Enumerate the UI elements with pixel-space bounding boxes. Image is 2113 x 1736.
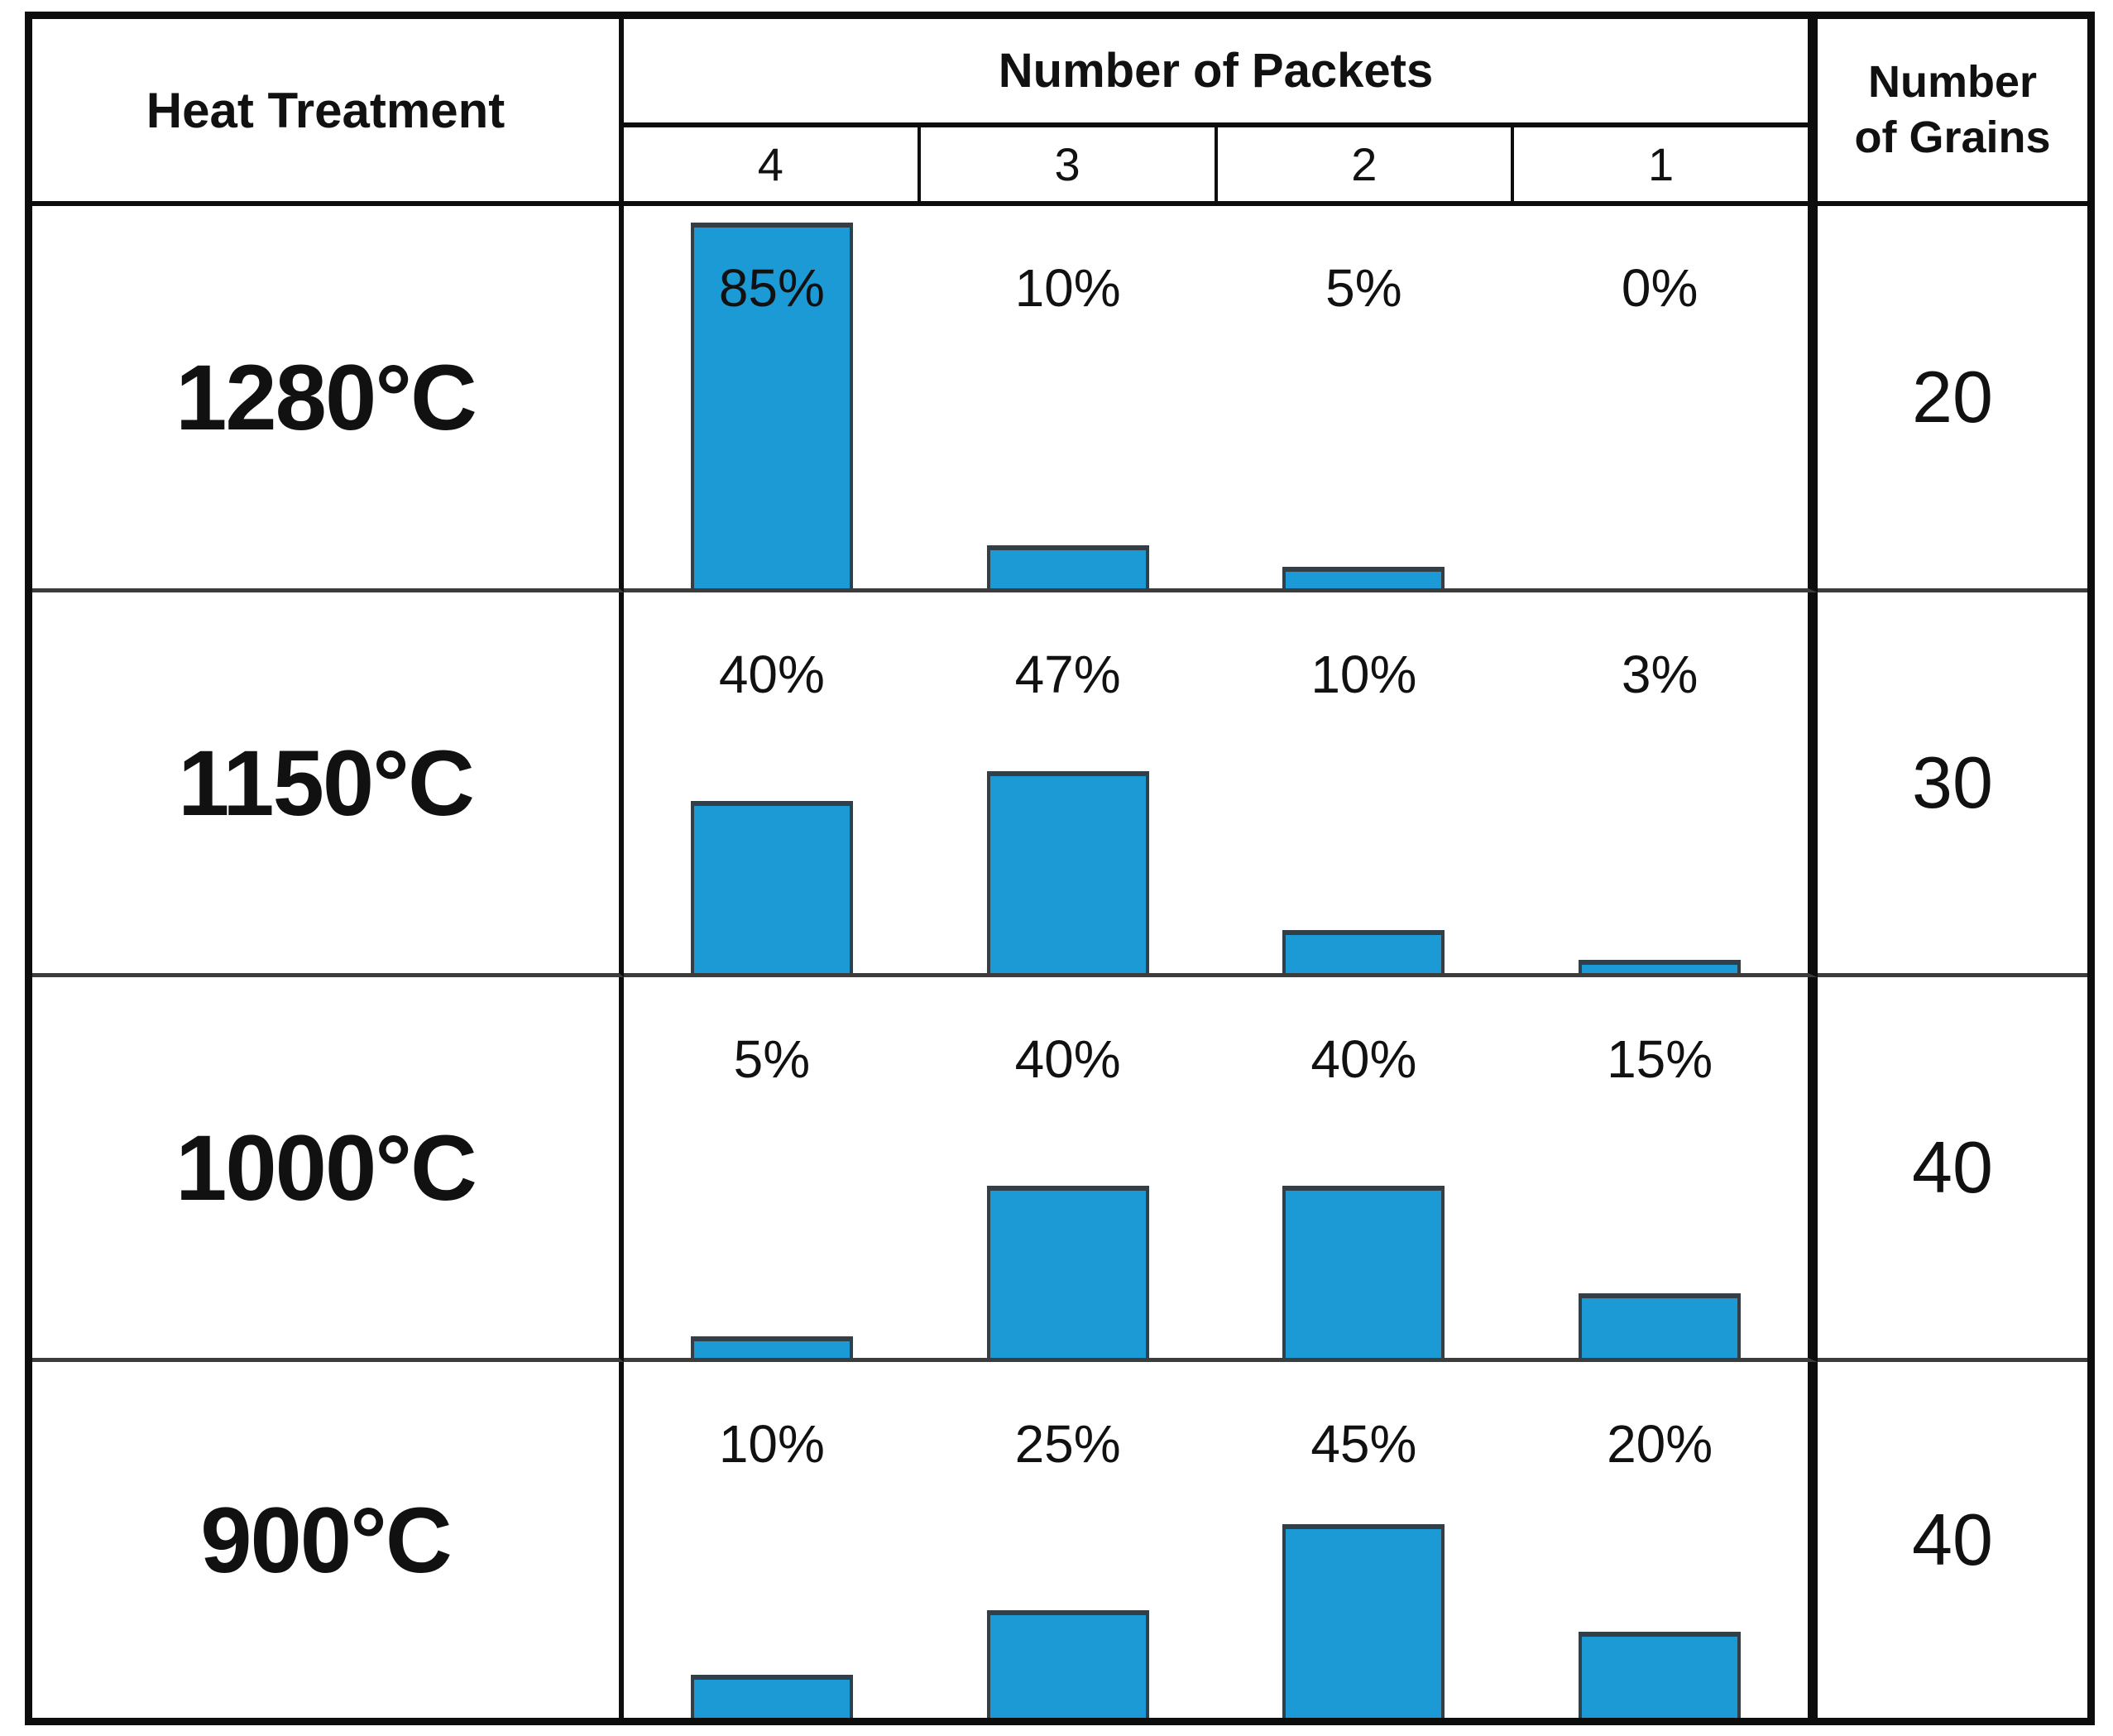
percent-label: 47% [1014, 645, 1121, 704]
bar [1282, 1524, 1445, 1718]
grains-count-900: 40 [1818, 1362, 2087, 1718]
bar-group: 5% [1216, 206, 1512, 588]
percent-label: 5% [733, 1029, 811, 1089]
grains-count-1150: 30 [1818, 592, 2087, 977]
grains-count-1280: 20 [1818, 206, 2087, 592]
percent-label: 10% [718, 1414, 825, 1474]
bar-group: 85% [624, 206, 920, 588]
bar [1282, 930, 1445, 973]
bar [690, 1336, 853, 1358]
grains-count-1000: 40 [1818, 977, 2087, 1362]
percent-label: 5% [1325, 258, 1402, 318]
packet-count-4: 4 [624, 127, 921, 201]
bar-group: 40% [1216, 977, 1512, 1358]
percent-label: 25% [1014, 1414, 1121, 1474]
bar-group: 10% [1216, 592, 1512, 973]
percent-label: 40% [1310, 1029, 1417, 1089]
percent-label: 45% [1310, 1414, 1417, 1474]
heat-treatment-header: Heat Treatment [32, 19, 624, 206]
temperature-label-1150: 1150°C [32, 592, 624, 977]
packet-count-2: 2 [1218, 127, 1515, 201]
bar [1282, 1186, 1445, 1358]
percent-label: 85% [718, 258, 825, 318]
bar-group: 3% [1512, 592, 1808, 973]
bar [986, 1610, 1149, 1718]
percent-label: 3% [1621, 645, 1699, 704]
bar [1282, 567, 1445, 588]
bar [986, 771, 1149, 973]
bar-group: 45% [1216, 1362, 1512, 1718]
bar-group: 47% [920, 592, 1216, 973]
number-of-packets-header: Number of Packets [624, 19, 1818, 127]
bar-group: 25% [920, 1362, 1216, 1718]
bar-group: 0% [1512, 206, 1808, 588]
number-of-packets-header-label: Number of Packets [998, 44, 1434, 98]
bar [690, 801, 853, 973]
bar [986, 1186, 1149, 1358]
bar-group: 10% [920, 206, 1216, 588]
bar-chart-row-1280: 85% 10% 5% 0% [624, 206, 1818, 592]
grains-header-line1: Number [1867, 56, 2038, 107]
bar [1579, 1632, 1742, 1718]
bar-group: 5% [624, 977, 920, 1358]
percent-label: 10% [1014, 258, 1121, 318]
bar-group: 15% [1512, 977, 1808, 1358]
temperature-label-1000: 1000°C [32, 977, 624, 1362]
bar-chart-row-900: 10% 25% 45% 20% [624, 1362, 1818, 1718]
packet-count-3: 3 [921, 127, 1218, 201]
number-of-grains-header: Number of Grains [1818, 19, 2087, 206]
bar [690, 223, 853, 588]
bar [690, 1675, 853, 1718]
percent-label: 10% [1310, 645, 1417, 704]
bar-group: 10% [624, 1362, 920, 1718]
bar-group: 40% [920, 977, 1216, 1358]
percent-label: 0% [1621, 258, 1699, 318]
bar-chart-row-1000: 5% 40% 40% 15% [624, 977, 1818, 1362]
temperature-label-900: 900°C [32, 1362, 624, 1718]
percent-label: 40% [718, 645, 825, 704]
bar [986, 545, 1149, 588]
percent-label: 40% [1014, 1029, 1121, 1089]
grains-header-line2: of Grains [1854, 113, 2051, 162]
bar-group: 40% [624, 592, 920, 973]
bar [1579, 960, 1742, 973]
packet-count-subheader: 4 3 2 1 [624, 127, 1818, 206]
bar-group: 20% [1512, 1362, 1808, 1718]
percent-label: 15% [1607, 1029, 1713, 1089]
percent-label: 20% [1607, 1414, 1713, 1474]
bar-chart-row-1150: 40% 47% 10% 3% [624, 592, 1818, 977]
bar [1579, 1293, 1742, 1358]
packet-count-1: 1 [1648, 138, 1675, 190]
heat-treatment-table: Heat Treatment Number of Packets Number … [25, 12, 2095, 1725]
heat-treatment-header-label: Heat Treatment [146, 82, 505, 138]
temperature-label-1280: 1280°C [32, 206, 624, 592]
